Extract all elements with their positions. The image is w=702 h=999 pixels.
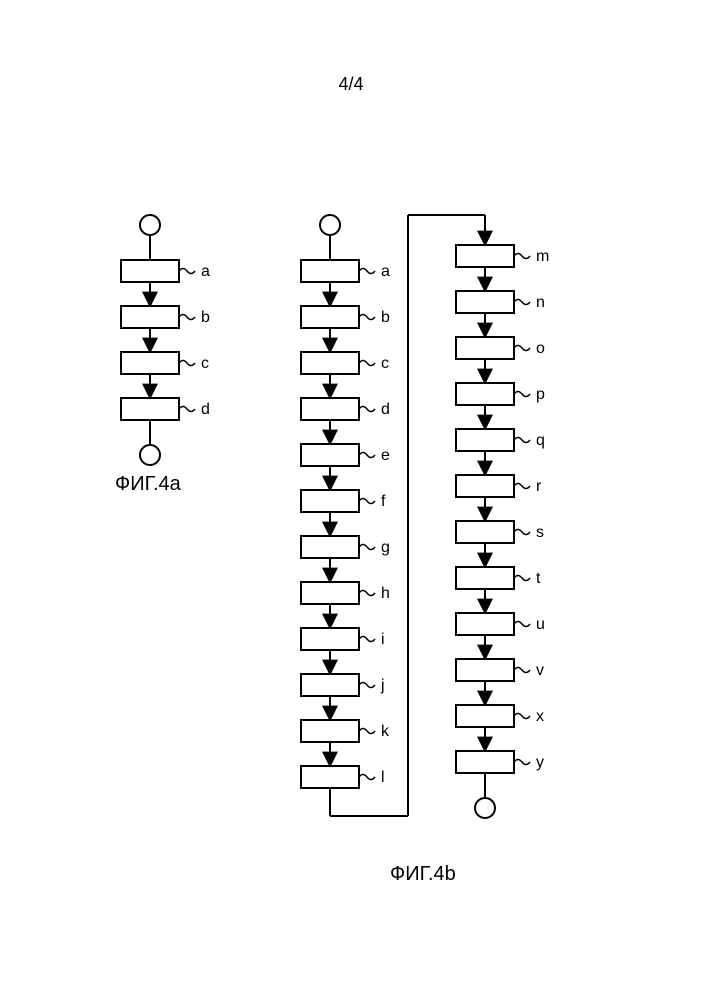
svg-text:x: x bbox=[536, 708, 544, 725]
svg-text:n: n bbox=[536, 294, 545, 311]
svg-text:o: o bbox=[536, 340, 545, 357]
svg-text:v: v bbox=[536, 662, 544, 679]
svg-text:y: y bbox=[536, 754, 544, 771]
svg-text:b: b bbox=[381, 309, 390, 326]
svg-text:ФИГ.4b: ФИГ.4b bbox=[390, 863, 456, 885]
svg-text:i: i bbox=[381, 631, 385, 648]
svg-text:b: b bbox=[201, 309, 210, 326]
svg-text:q: q bbox=[536, 432, 545, 449]
svg-text:4/4: 4/4 bbox=[338, 74, 363, 94]
svg-text:l: l bbox=[381, 769, 385, 786]
svg-text:p: p bbox=[536, 386, 545, 403]
svg-text:r: r bbox=[536, 478, 542, 495]
svg-text:c: c bbox=[381, 355, 389, 372]
svg-text:c: c bbox=[201, 355, 209, 372]
svg-text:t: t bbox=[536, 570, 541, 587]
svg-text:d: d bbox=[201, 401, 210, 418]
svg-text:k: k bbox=[381, 723, 390, 740]
svg-text:j: j bbox=[380, 677, 385, 694]
svg-text:a: a bbox=[201, 263, 210, 280]
svg-text:h: h bbox=[381, 585, 390, 602]
svg-text:u: u bbox=[536, 616, 545, 633]
svg-text:a: a bbox=[381, 263, 390, 280]
svg-text:d: d bbox=[381, 401, 390, 418]
svg-text:g: g bbox=[381, 539, 390, 556]
svg-text:m: m bbox=[536, 248, 549, 265]
svg-text:s: s bbox=[536, 524, 544, 541]
svg-text:ФИГ.4a: ФИГ.4a bbox=[115, 473, 182, 495]
svg-text:f: f bbox=[381, 493, 386, 510]
svg-text:e: e bbox=[381, 447, 390, 464]
